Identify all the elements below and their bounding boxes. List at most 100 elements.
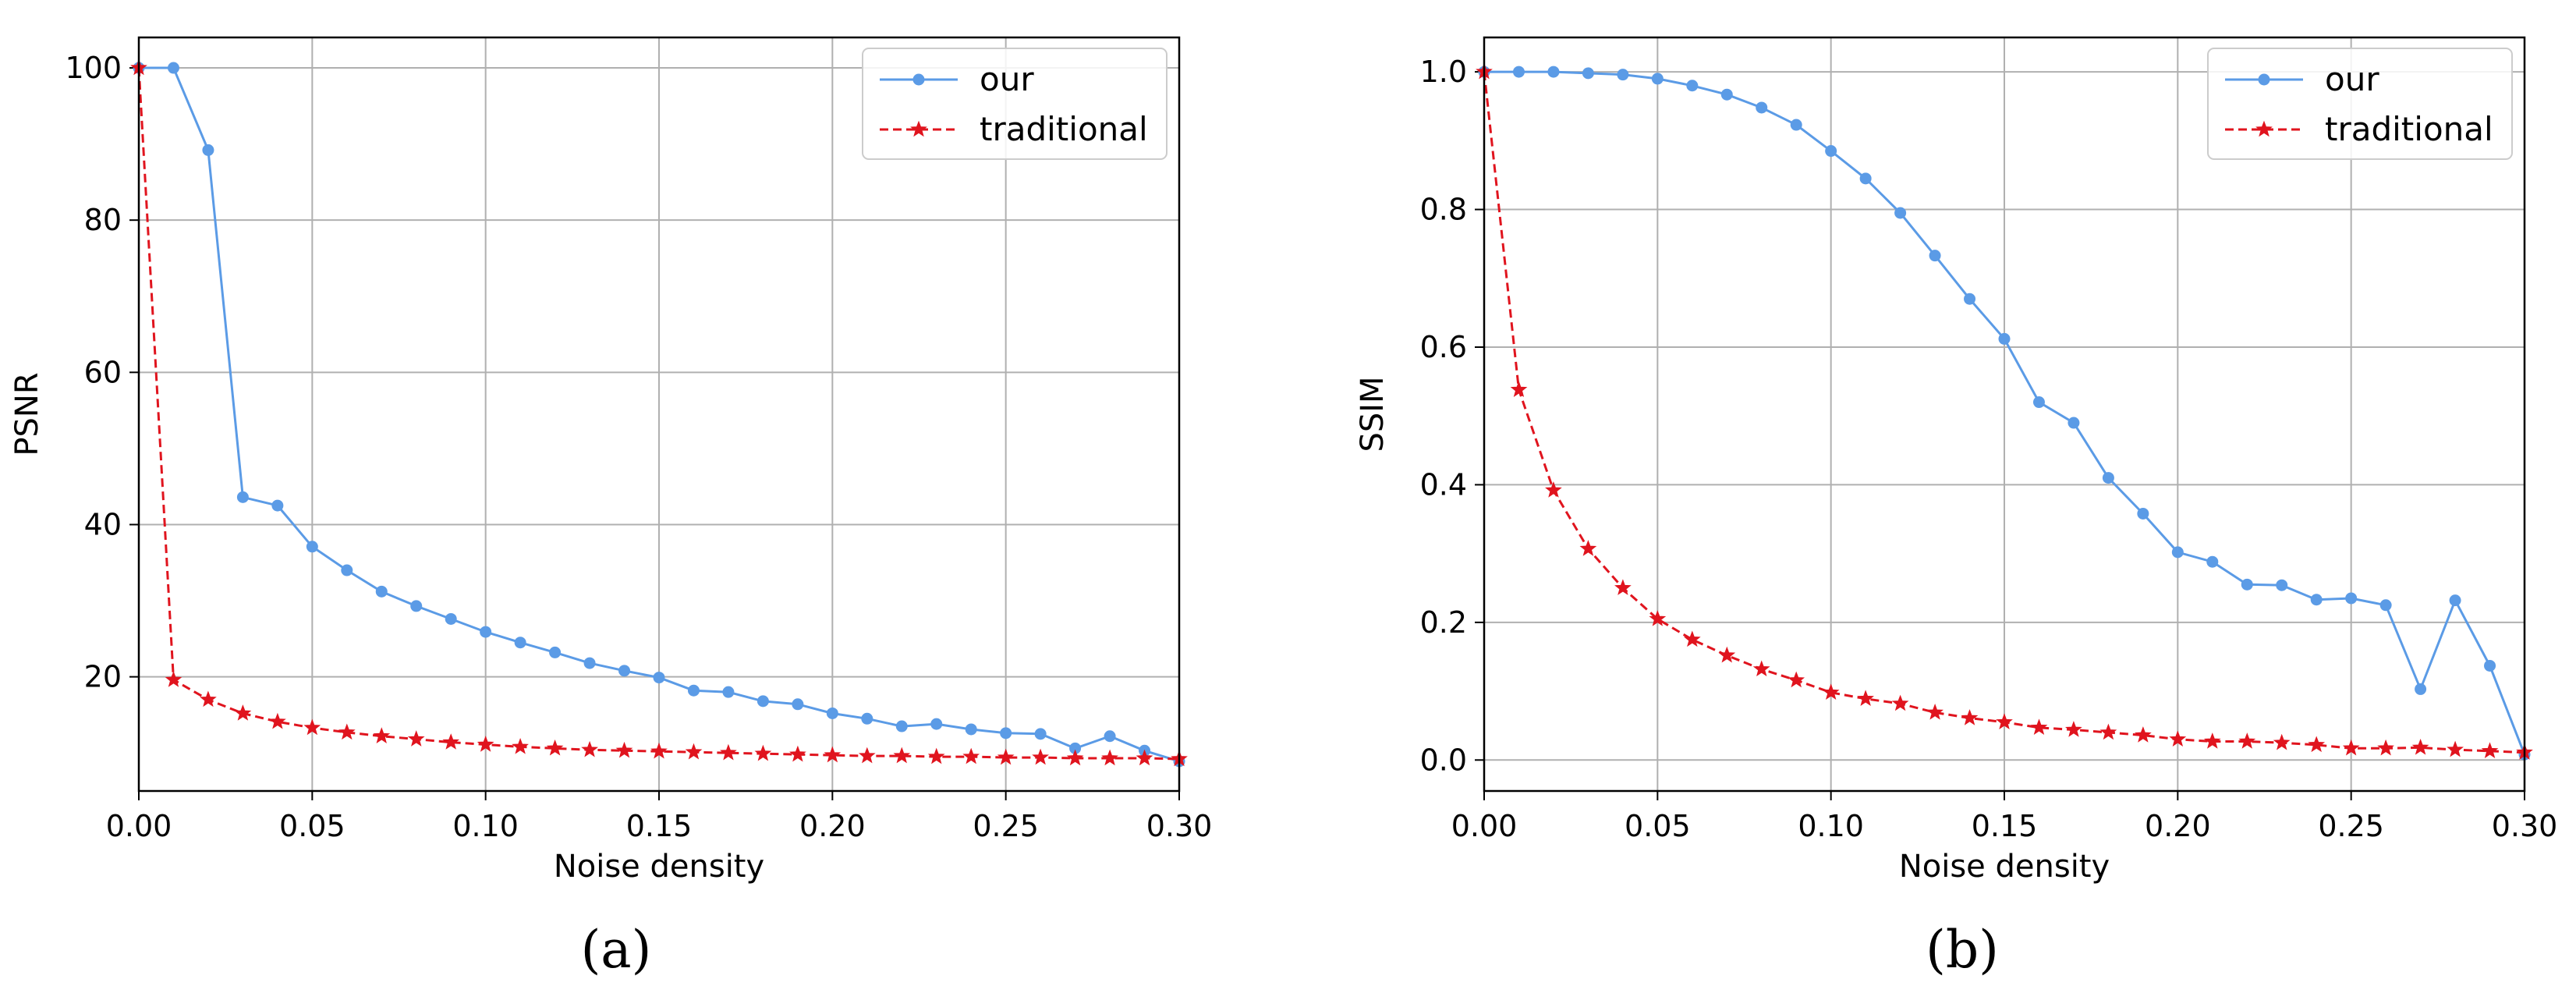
panel-caption: (b) xyxy=(1926,920,1999,980)
data-point-our xyxy=(2032,396,2045,409)
data-point-our xyxy=(618,665,631,677)
axes-frame xyxy=(137,36,1181,793)
x-tick-label: 0.15 xyxy=(1972,809,2038,843)
y-tick-label: 0.0 xyxy=(1420,743,1467,777)
y-tick-label: 1.0 xyxy=(1420,55,1467,89)
data-point-our xyxy=(514,637,526,649)
data-point-our xyxy=(1859,172,1872,185)
data-point-traditional xyxy=(720,743,737,761)
data-point-our xyxy=(1034,728,1047,740)
data-point-our xyxy=(1512,66,1525,78)
data-point-our xyxy=(445,612,457,625)
data-point-traditional xyxy=(234,704,252,721)
x-tick-label: 0.20 xyxy=(2145,809,2211,843)
data-point-our xyxy=(861,712,873,725)
data-point-our xyxy=(1894,207,1907,219)
x-tick-label: 0.15 xyxy=(626,809,693,843)
data-point-traditional xyxy=(789,745,806,762)
data-point-our xyxy=(1998,332,2011,345)
x-tick-label: 0.20 xyxy=(799,809,866,843)
data-point-traditional xyxy=(1891,694,1909,711)
data-point-our xyxy=(895,720,908,732)
data-point-traditional xyxy=(269,712,286,729)
data-point-our xyxy=(271,499,284,512)
data-point-our xyxy=(1104,730,1116,743)
data-point-traditional xyxy=(442,733,460,750)
data-point-traditional xyxy=(1579,540,1597,556)
x-tick-label: 0.10 xyxy=(452,809,519,843)
chart-panel-b: 0.00 0.05 0.10 0.15 0.20 0.25 0.30 0.0 0.2 0.4 0.6… xyxy=(1355,36,2558,980)
data-point-traditional xyxy=(1857,690,1874,707)
data-point-traditional xyxy=(1032,748,1049,765)
data-point-traditional xyxy=(1961,709,1979,725)
data-point-traditional xyxy=(1545,481,1562,498)
data-point-our xyxy=(792,698,804,711)
data-point-our xyxy=(2345,592,2358,605)
data-point-traditional xyxy=(477,736,494,752)
data-point-traditional xyxy=(1926,703,1944,720)
data-point-our xyxy=(2276,579,2288,591)
data-point-traditional xyxy=(1510,381,1528,397)
data-point-our xyxy=(653,672,665,684)
chart-panel-a: 0.00 0.05 0.10 0.15 0.20 0.25 0.30 20 40 60 80 100 N… xyxy=(9,36,1212,980)
legend-box xyxy=(862,48,1168,160)
data-point-traditional xyxy=(685,743,703,760)
legend-marker-traditional xyxy=(910,120,927,137)
data-point-traditional xyxy=(2099,723,2117,740)
data-point-traditional xyxy=(546,739,564,756)
data-point-our xyxy=(1547,66,1560,78)
data-point-traditional xyxy=(2273,733,2291,750)
data-point-our xyxy=(687,684,700,697)
data-point-traditional xyxy=(1136,749,1153,766)
data-point-traditional xyxy=(2342,739,2360,756)
data-point-our xyxy=(2171,546,2184,559)
y-tick-label: 0.6 xyxy=(1420,330,1467,364)
y-tick-label: 0.4 xyxy=(1420,467,1467,502)
x-tick-label: 0.05 xyxy=(279,809,345,843)
data-point-traditional xyxy=(2065,721,2082,737)
data-point-traditional xyxy=(1649,610,1667,626)
panel-caption: (a) xyxy=(581,920,652,980)
data-point-traditional xyxy=(2411,738,2429,755)
x-tick-label: 0.05 xyxy=(1625,809,1691,843)
data-point-our xyxy=(202,144,214,156)
data-point-traditional xyxy=(962,747,980,764)
legend-label-traditional: traditional xyxy=(980,110,1148,148)
data-point-our xyxy=(2137,507,2149,520)
data-point-our xyxy=(930,718,943,730)
y-tick-label: 100 xyxy=(65,51,122,85)
data-point-traditional xyxy=(200,690,217,708)
legend-label-traditional: traditional xyxy=(2325,110,2493,148)
legend-label-our: our xyxy=(980,60,1034,98)
legend-marker-our xyxy=(2258,73,2270,86)
data-point-traditional xyxy=(2135,726,2152,743)
data-point-our xyxy=(2449,594,2461,607)
data-point-our xyxy=(2484,659,2496,672)
data-point-traditional xyxy=(2377,739,2394,756)
data-point-our xyxy=(236,491,249,503)
x-axis-label: Noise density xyxy=(554,849,764,885)
data-point-our xyxy=(480,626,492,638)
data-point-traditional xyxy=(407,730,425,747)
data-point-our xyxy=(1069,742,1082,754)
x-tick-label: 0.10 xyxy=(1798,809,1864,843)
data-point-traditional xyxy=(1614,579,1632,595)
data-point-traditional xyxy=(338,723,356,740)
data-point-traditional xyxy=(2030,718,2048,736)
data-point-traditional xyxy=(824,746,842,763)
legend-marker-our xyxy=(912,73,925,86)
data-point-our xyxy=(1651,73,1664,85)
data-point-traditional xyxy=(581,740,598,757)
x-tick-label: 0.30 xyxy=(2492,809,2558,843)
data-point-traditional xyxy=(1788,671,1805,688)
data-point-traditional xyxy=(1066,749,1084,766)
data-point-traditional xyxy=(2447,740,2464,757)
data-point-our xyxy=(549,646,562,658)
x-tick-label: 0.00 xyxy=(1451,809,1518,843)
data-point-traditional xyxy=(858,747,876,764)
data-point-our xyxy=(1582,67,1594,80)
data-point-our xyxy=(1720,88,1733,101)
data-point-our xyxy=(2310,594,2323,606)
data-point-our xyxy=(1825,145,1837,158)
data-point-our xyxy=(757,695,769,708)
